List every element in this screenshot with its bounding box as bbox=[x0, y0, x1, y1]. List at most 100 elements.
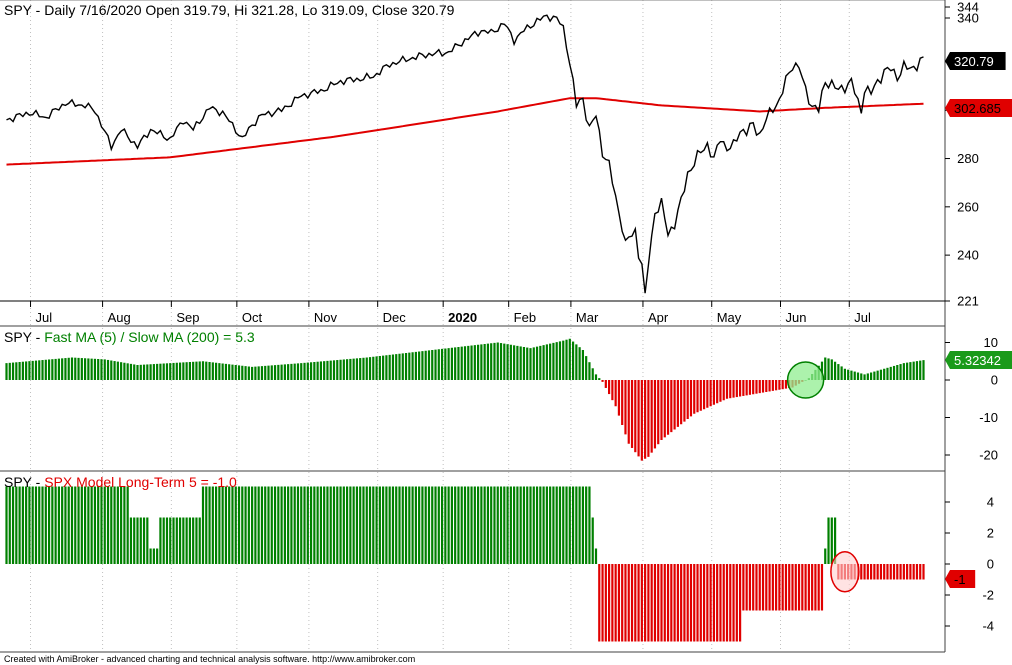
ma-ratio-bar bbox=[683, 380, 686, 422]
model-bar bbox=[300, 486, 303, 564]
model-bar bbox=[205, 486, 208, 564]
ma-ratio-bar bbox=[513, 345, 516, 380]
ma-ratio-bar bbox=[581, 350, 584, 380]
ma-ratio-bar bbox=[506, 344, 509, 380]
ma-ratio-bar bbox=[156, 363, 159, 380]
model-bar bbox=[915, 564, 919, 580]
value-tag-box bbox=[945, 570, 976, 588]
ma-ratio-bar bbox=[401, 353, 404, 380]
model-bar bbox=[657, 564, 660, 642]
ma-ratio-bar bbox=[902, 363, 905, 380]
model-bar bbox=[64, 486, 67, 564]
ma-ratio-bar bbox=[873, 371, 876, 380]
model-bar bbox=[427, 486, 431, 564]
ma-ratio-bar bbox=[460, 346, 463, 380]
ma-ratio-bar bbox=[454, 347, 457, 380]
model-bar bbox=[296, 486, 300, 564]
model-bar bbox=[411, 486, 414, 564]
model-bar bbox=[496, 486, 499, 564]
value-tag-text: 5.32342 bbox=[954, 353, 1001, 368]
ma-ratio-bar bbox=[604, 380, 607, 388]
model-bar bbox=[680, 564, 683, 642]
model-bar bbox=[771, 564, 774, 611]
model-bar bbox=[486, 486, 490, 564]
model-bar bbox=[729, 564, 732, 642]
model-bar bbox=[260, 486, 264, 564]
model-bar bbox=[833, 517, 837, 564]
model-bar bbox=[290, 486, 293, 564]
model-bar bbox=[653, 564, 657, 642]
ma-ratio-bar bbox=[781, 380, 784, 390]
model-bar bbox=[539, 486, 542, 564]
ma-ratio-bar bbox=[660, 380, 663, 440]
month-axis: Jul Aug Sep Oct Nov Dec 2020 Feb Mar Apr May Jun Jul bbox=[0, 300, 945, 325]
model-bar bbox=[346, 486, 349, 564]
model-bar bbox=[598, 564, 601, 642]
ma-ratio-bar bbox=[630, 380, 634, 448]
model-bar bbox=[830, 517, 833, 564]
model-bar bbox=[401, 486, 404, 564]
ma-ratio-bar bbox=[123, 362, 126, 380]
ma-tick-label: 0 bbox=[991, 373, 998, 388]
price-tick-label: 344 bbox=[957, 0, 979, 15]
model-bar bbox=[542, 486, 545, 564]
ma-ratio-bar bbox=[886, 367, 889, 380]
model-bar bbox=[329, 486, 332, 564]
model-bar bbox=[490, 486, 493, 564]
ma-ratio-bar bbox=[824, 357, 827, 380]
ma-ratio-bar bbox=[689, 380, 693, 417]
ma-ratio-bar bbox=[758, 380, 761, 394]
ma-ratio-bar bbox=[11, 362, 15, 380]
model-bar bbox=[355, 486, 359, 564]
ma-ratio-bar bbox=[827, 358, 830, 380]
ma-indicator-value: = 5.3 bbox=[223, 329, 255, 345]
model-bar bbox=[663, 564, 666, 642]
ma-ratio-bar bbox=[359, 358, 362, 380]
model-bar bbox=[693, 564, 696, 642]
model-bar bbox=[70, 486, 74, 564]
model-bar bbox=[637, 564, 640, 642]
ma-ratio-bar bbox=[382, 355, 385, 380]
model-bar bbox=[467, 486, 470, 564]
ma-ratio-bar bbox=[634, 380, 637, 453]
ma-ratio-bar bbox=[644, 380, 647, 459]
ma-panel-title: SPY - Fast MA (5) / Slow MA (200) = 5.3 bbox=[4, 329, 255, 345]
model-bar bbox=[5, 486, 8, 564]
ma-ratio-bar bbox=[545, 344, 548, 380]
ma-ratio-bar bbox=[175, 362, 178, 380]
model-bar bbox=[624, 564, 627, 642]
model-symbol: SPY bbox=[4, 474, 33, 490]
model-tick-label: 4 bbox=[987, 495, 994, 510]
ma-ratio-bar bbox=[552, 342, 555, 380]
ma-ratio-bar bbox=[159, 363, 162, 380]
model-bar bbox=[97, 486, 100, 564]
ma-ratio-bar bbox=[480, 344, 483, 380]
ma-ratio-bar bbox=[283, 364, 286, 380]
ma-ratio-bar bbox=[228, 364, 231, 380]
ma-ratio-bar bbox=[185, 362, 188, 380]
model-bar bbox=[169, 517, 172, 564]
model-bar bbox=[116, 486, 119, 564]
model-bar bbox=[136, 517, 139, 564]
price-tick-label: 240 bbox=[957, 248, 979, 263]
model-bar bbox=[716, 564, 719, 642]
model-bar bbox=[113, 486, 116, 564]
model-bar bbox=[588, 486, 591, 564]
model-bar bbox=[77, 486, 80, 564]
ma-ratio-bar bbox=[355, 358, 359, 380]
price-symbol: SPY bbox=[4, 2, 33, 18]
model-bar bbox=[722, 564, 725, 642]
model-panel-title: SPY - SPX Model Long-Term 5 = -1.0 bbox=[4, 474, 237, 490]
footer-credit: Created with AmiBroker - advanced charti… bbox=[4, 654, 415, 664]
ma-ratio-bar bbox=[483, 344, 486, 380]
ma-ratio-bar bbox=[67, 357, 70, 380]
model-bar bbox=[336, 486, 339, 564]
model-bar bbox=[581, 486, 584, 564]
ma-ratio-bar bbox=[378, 356, 381, 380]
ma-ratio-bar bbox=[578, 347, 581, 380]
ma-ratio-bar bbox=[742, 380, 745, 396]
model-bar bbox=[221, 486, 224, 564]
model-bar bbox=[696, 564, 699, 642]
model-bar bbox=[126, 486, 129, 564]
model-bar bbox=[241, 486, 244, 564]
